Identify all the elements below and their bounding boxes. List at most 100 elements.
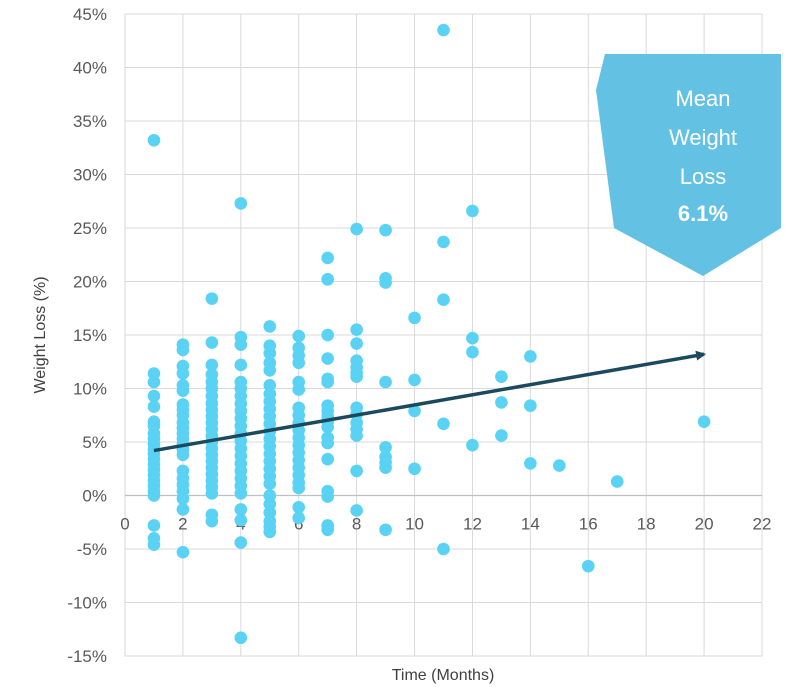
data-point (408, 404, 421, 418)
y-tick-label: 20% (73, 273, 107, 292)
data-point (321, 375, 334, 389)
y-tick-label: 25% (73, 219, 107, 238)
y-tick-label: -15% (67, 647, 107, 666)
mean-weight-loss-callout: Mean Weight Loss 6.1% (596, 54, 781, 276)
y-tick-label: 15% (73, 326, 107, 345)
data-point (205, 336, 219, 349)
data-point (466, 204, 479, 218)
data-point (292, 329, 306, 343)
y-tick-label: 0% (82, 487, 107, 506)
x-tick-label: 2 (178, 515, 187, 534)
data-point (147, 489, 161, 502)
data-point (234, 631, 248, 645)
data-point (321, 251, 334, 265)
data-point (176, 492, 190, 506)
data-point (610, 475, 624, 488)
data-point (147, 133, 161, 147)
data-point (350, 370, 363, 384)
data-point (495, 429, 508, 442)
data-point (205, 358, 219, 372)
data-point (379, 441, 392, 454)
data-point (553, 459, 566, 472)
x-tick-label: 16 (579, 515, 598, 534)
data-point (292, 481, 306, 495)
x-tick-label: 8 (352, 515, 361, 534)
data-point (263, 477, 277, 491)
data-point (350, 464, 363, 478)
data-point (321, 436, 334, 450)
data-point (263, 320, 277, 333)
data-point (176, 343, 190, 357)
data-point (466, 345, 479, 359)
data-point (292, 383, 306, 396)
data-point (147, 389, 161, 403)
data-point (176, 384, 190, 397)
x-tick-label: 22 (753, 515, 772, 534)
data-point (321, 452, 334, 466)
data-point (350, 222, 363, 236)
data-point (379, 461, 392, 474)
data-point (176, 448, 190, 462)
y-tick-label: 40% (73, 59, 107, 78)
callout-badge (596, 54, 781, 276)
y-tick-label: -5% (77, 540, 107, 559)
callout-line-3: Loss (680, 164, 726, 189)
data-point (437, 542, 450, 556)
data-point (292, 511, 306, 525)
y-tick-label: 35% (73, 112, 107, 131)
data-point (321, 273, 334, 286)
data-point (524, 399, 537, 412)
plot-area (124, 13, 763, 657)
data-point (466, 331, 479, 345)
data-point (321, 523, 334, 537)
data-point (495, 370, 508, 384)
x-tick-label: 10 (405, 515, 424, 534)
data-point (379, 276, 392, 289)
y-tick-label: 45% (73, 5, 107, 24)
data-point (321, 352, 334, 365)
data-point (437, 293, 450, 306)
data-point (205, 514, 219, 528)
data-points (147, 23, 711, 645)
data-point (524, 457, 537, 470)
y-tick-label: 5% (82, 433, 107, 452)
data-point (495, 396, 508, 409)
data-point (379, 223, 392, 237)
data-point (581, 559, 595, 573)
data-point (350, 429, 363, 442)
data-point (697, 415, 711, 428)
callout-line-2: Weight (669, 125, 737, 150)
data-point (408, 373, 421, 387)
data-point (234, 513, 248, 527)
x-axis-ticks: 0246810121416182022 (120, 515, 771, 534)
data-point (350, 337, 363, 350)
x-tick-label: 20 (695, 515, 714, 534)
data-point (176, 545, 190, 559)
data-point (176, 503, 190, 516)
data-point (234, 338, 248, 351)
data-point (437, 23, 450, 37)
data-point (379, 523, 392, 537)
data-point (292, 500, 306, 514)
data-point (263, 525, 277, 539)
data-point (205, 292, 219, 305)
y-axis-ticks: -15% -10% -5% 0% 5% 10% 15% 20% 25% 30% 35% 40% 45% (67, 5, 107, 666)
data-point (379, 375, 392, 389)
data-point (147, 519, 161, 532)
data-point (234, 536, 248, 549)
data-point (147, 538, 161, 552)
data-point (466, 438, 479, 452)
data-point (234, 503, 248, 516)
y-tick-label: 10% (73, 380, 107, 399)
data-point (263, 346, 277, 360)
y-axis-label: Weight Loss (%) (32, 276, 49, 393)
data-point (437, 235, 450, 249)
data-point (205, 487, 219, 500)
data-point (408, 462, 421, 476)
data-point (321, 420, 334, 434)
data-point (147, 400, 161, 413)
data-point (263, 364, 277, 377)
callout-line-1: Mean (675, 86, 730, 111)
y-tick-label: -10% (67, 594, 107, 613)
